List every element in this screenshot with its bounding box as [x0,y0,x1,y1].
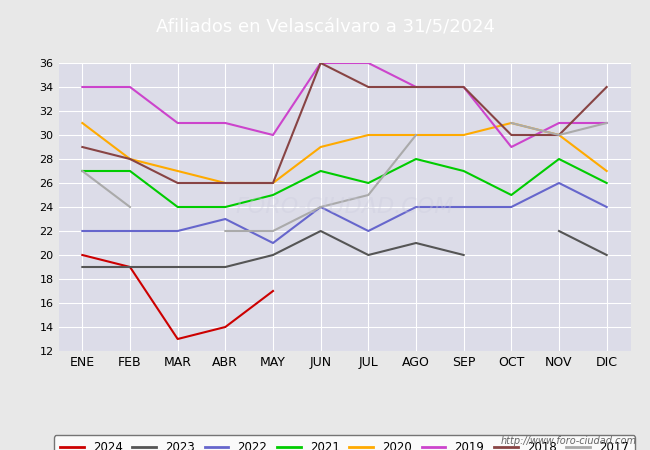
Legend: 2024, 2023, 2022, 2021, 2020, 2019, 2018, 2017: 2024, 2023, 2022, 2021, 2020, 2019, 2018… [54,436,635,450]
Text: http://www.foro-ciudad.com: http://www.foro-ciudad.com [501,436,637,446]
Text: Afiliados en Velascálvaro a 31/5/2024: Afiliados en Velascálvaro a 31/5/2024 [155,18,495,36]
Text: FORO-CIUDAD.COM: FORO-CIUDAD.COM [235,197,454,217]
